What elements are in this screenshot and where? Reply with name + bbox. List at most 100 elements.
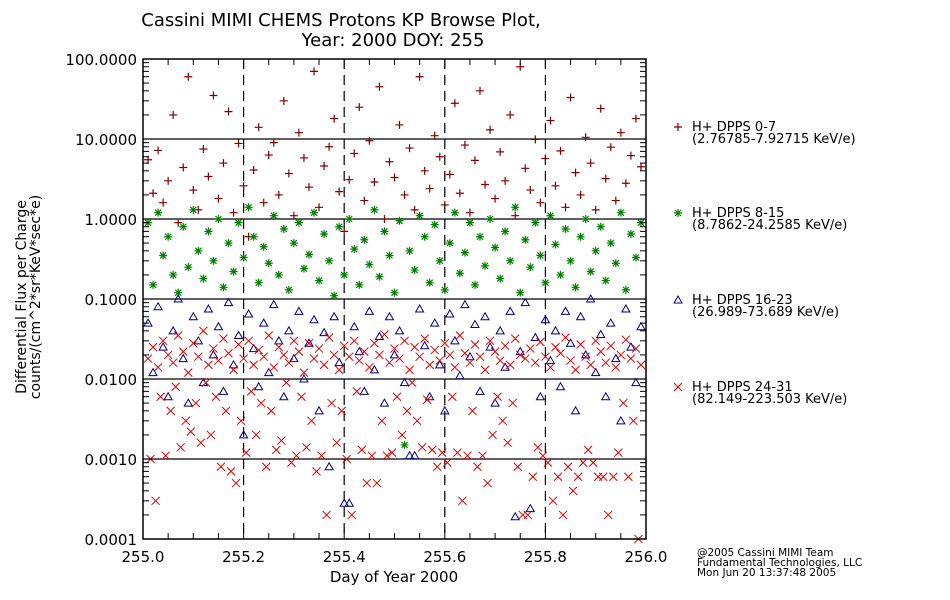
data-point: [304, 183, 313, 192]
data-point: [158, 336, 168, 346]
data-point: [259, 352, 269, 362]
data-point: [400, 440, 409, 449]
data-point: [440, 200, 449, 209]
data-point: [186, 427, 196, 436]
data-point: [309, 314, 319, 324]
data-point: [184, 263, 193, 272]
data-point: [434, 359, 445, 369]
data-point: [511, 203, 520, 212]
data-point: [178, 353, 189, 363]
data-point: [226, 467, 236, 476]
data-point: [153, 362, 163, 372]
data-point: [174, 218, 183, 227]
data-point: [339, 341, 349, 351]
data-point: [302, 442, 311, 452]
data-point: [340, 227, 349, 236]
data-point: [335, 222, 344, 231]
data-point: [188, 311, 199, 321]
data-point: [188, 338, 198, 348]
data-point: [289, 336, 299, 346]
data-point: [189, 205, 198, 214]
data-point: [178, 347, 188, 356]
data-point: [458, 496, 467, 506]
data-point: [568, 486, 578, 496]
data-point: [631, 377, 641, 387]
data-point: [380, 215, 389, 223]
data-point: [377, 416, 387, 426]
data-point: [234, 218, 243, 227]
legend-marker-x: [673, 382, 683, 392]
data-point: [254, 123, 263, 132]
data-point: [404, 450, 415, 460]
data-point: [555, 381, 566, 391]
data-point: [470, 319, 480, 329]
data-point: [294, 218, 303, 227]
data-point: [505, 360, 515, 370]
data-point: [430, 345, 440, 355]
data-point: [369, 364, 380, 374]
data-point: [218, 386, 229, 395]
data-point: [289, 239, 298, 248]
x-tick-label: 255.4: [323, 548, 366, 566]
data-point: [375, 350, 384, 360]
data-point: [437, 448, 447, 458]
data-point: [410, 266, 419, 275]
data-point: [153, 301, 163, 311]
data-point: [551, 240, 560, 249]
data-point: [400, 336, 409, 346]
data-point: [320, 229, 329, 238]
legend-series-name: H+ DPPS 16-23: [692, 293, 793, 308]
data-point: [591, 336, 601, 346]
data-point: [374, 331, 385, 340]
footer-credits: @2005 Cassini MIMI Team Fundamental Tech…: [697, 547, 862, 579]
data-point: [390, 173, 399, 182]
data-point: [590, 367, 601, 377]
data-point: [475, 352, 485, 362]
data-point: [395, 216, 404, 225]
footer-copyright: @2005 Cassini MIMI Team: [697, 547, 834, 559]
data-point: [332, 438, 342, 448]
data-point: [586, 159, 595, 168]
data-point: [266, 406, 276, 416]
data-point: [370, 338, 379, 348]
data-point: [450, 99, 459, 108]
data-point: [470, 280, 479, 289]
data-point: [223, 297, 234, 307]
data-point: [473, 462, 482, 472]
data-point: [490, 398, 500, 407]
data-point: [269, 211, 278, 220]
data-point: [488, 430, 497, 440]
data-point: [264, 331, 274, 340]
data-point: [631, 253, 640, 262]
data-point: [364, 362, 374, 372]
data-point: [263, 367, 274, 377]
data-point: [251, 430, 261, 440]
data-point: [339, 498, 350, 507]
data-point: [616, 208, 625, 217]
data-point: [410, 205, 419, 214]
data-point: [541, 352, 550, 362]
data-point: [219, 334, 228, 343]
data-point: [585, 293, 596, 303]
data-point: [345, 175, 354, 184]
data-point: [483, 478, 492, 488]
data-point: [179, 222, 188, 231]
data-point: [169, 110, 178, 119]
data-point: [583, 445, 593, 455]
chart-title: Cassini MIMI CHEMS Protons KP Browse Plo…: [141, 10, 540, 31]
data-point: [159, 198, 168, 207]
data-point: [161, 451, 170, 461]
data-point: [485, 336, 495, 346]
series-asterisk: [144, 203, 645, 449]
data-point: [214, 194, 223, 203]
data-point: [390, 344, 399, 353]
data-point: [571, 283, 580, 292]
data-point: [550, 325, 561, 335]
data-point: [598, 472, 608, 482]
data-point: [143, 354, 153, 363]
data-point: [415, 72, 424, 81]
data-point: [606, 239, 615, 248]
y-axis-label-line1: Differential Flux per Charge: [14, 200, 30, 394]
data-point: [445, 350, 455, 360]
